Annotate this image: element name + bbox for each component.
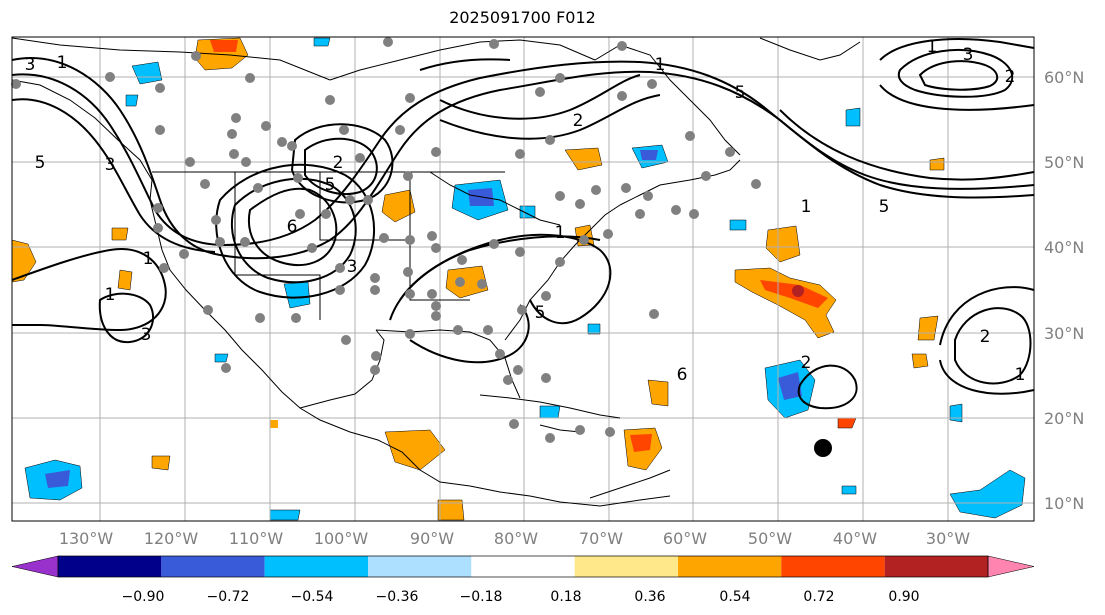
colorbar-tick-label: 0.18 — [550, 589, 581, 605]
colorbar-tick-label: 0.72 — [803, 589, 834, 605]
lat-label: 40°N — [1044, 238, 1084, 257]
colorbar-tick-label: −0.54 — [291, 589, 334, 605]
longitude-labels: 130°W 120°W 110°W 100°W 90°W 80°W 70°W 6… — [59, 529, 970, 548]
colorbar — [11, 555, 1035, 578]
contour-label: 2 — [333, 153, 344, 173]
colorbar-tick-label: −0.36 — [376, 589, 419, 605]
station-markers — [11, 37, 761, 443]
contour-label: 6 — [677, 365, 688, 385]
colorbar-extend-low — [11, 555, 59, 578]
colorbar-tick-labels: −0.90 −0.72 −0.54 −0.36 −0.18 0.18 0.36 … — [122, 589, 920, 605]
colorbar-segment — [368, 556, 472, 577]
contour-label: 3 — [105, 155, 116, 175]
contour-label: 6 — [287, 217, 298, 237]
contour-label: 3 — [963, 45, 974, 65]
anomaly-shading — [11, 37, 1026, 521]
colorbar-segment — [471, 556, 575, 577]
contour-label: 1 — [57, 53, 68, 73]
lon-label: 120°W — [144, 529, 199, 548]
contour-label: 3 — [141, 325, 152, 345]
contour-label: 5 — [35, 153, 46, 173]
contour-label: 5 — [325, 175, 336, 195]
colorbar-tick-label: −0.72 — [207, 589, 250, 605]
colorbar-tick-label: 0.36 — [634, 589, 665, 605]
lat-label: 60°N — [1044, 68, 1084, 87]
contour-label: 1 — [555, 223, 566, 243]
colorbar-segment — [781, 556, 885, 577]
colorbar-segment — [264, 556, 368, 577]
colorbar-segment — [574, 556, 678, 577]
colorbar-tick-label: 0.54 — [719, 589, 750, 605]
colorbar-segment — [58, 556, 162, 577]
lat-label: 50°N — [1044, 153, 1084, 172]
lon-label: 50°W — [748, 529, 792, 548]
contour-label: 1 — [927, 37, 938, 57]
lat-label: 30°N — [1044, 324, 1084, 343]
lon-label: 70°W — [579, 529, 623, 548]
colorbar-extend-high — [987, 555, 1035, 578]
lon-label: 60°W — [663, 529, 707, 548]
contour-label: 1 — [801, 197, 812, 217]
latitude-labels: 60°N 50°N 40°N 30°N 20°N 10°N — [1044, 68, 1084, 513]
contour-label: 2 — [980, 327, 991, 347]
contour-label: 1 — [655, 55, 666, 75]
lat-label: 20°N — [1044, 409, 1084, 428]
contour-label: 2 — [1005, 67, 1016, 87]
lon-label: 130°W — [59, 529, 114, 548]
colorbar-tick-label: 0.90 — [888, 589, 919, 605]
height-contours — [11, 38, 1035, 410]
storm-center-marker — [814, 439, 832, 457]
lon-label: 90°W — [410, 529, 454, 548]
lon-label: 40°W — [833, 529, 877, 548]
colorbar-segment — [161, 556, 265, 577]
lat-label: 10°N — [1044, 494, 1084, 513]
colorbar-frame — [57, 555, 989, 578]
contour-label: 2 — [801, 353, 812, 373]
lon-label: 110°W — [229, 529, 284, 548]
lon-label: 100°W — [314, 529, 369, 548]
contour-label: 1 — [1015, 365, 1026, 385]
colorbar-tick-label: −0.18 — [460, 589, 503, 605]
map-frame — [11, 36, 1035, 522]
lon-label: 30°W — [926, 529, 970, 548]
map-title: 2025091700 F012 — [449, 8, 596, 27]
contour-label: 3 — [25, 55, 36, 75]
contour-label: 3 — [347, 257, 358, 277]
contour-label: 5 — [735, 83, 746, 103]
contour-label: 5 — [535, 303, 546, 323]
contour-label: 1 — [143, 249, 154, 269]
contour-label: 5 — [879, 197, 890, 217]
lon-label: 80°W — [494, 529, 538, 548]
colorbar-segment — [884, 556, 988, 577]
contour-label: 1 — [105, 285, 116, 305]
colorbar-segment — [678, 556, 782, 577]
colorbar-tick-label: −0.90 — [122, 589, 165, 605]
contour-label: 2 — [573, 111, 584, 131]
